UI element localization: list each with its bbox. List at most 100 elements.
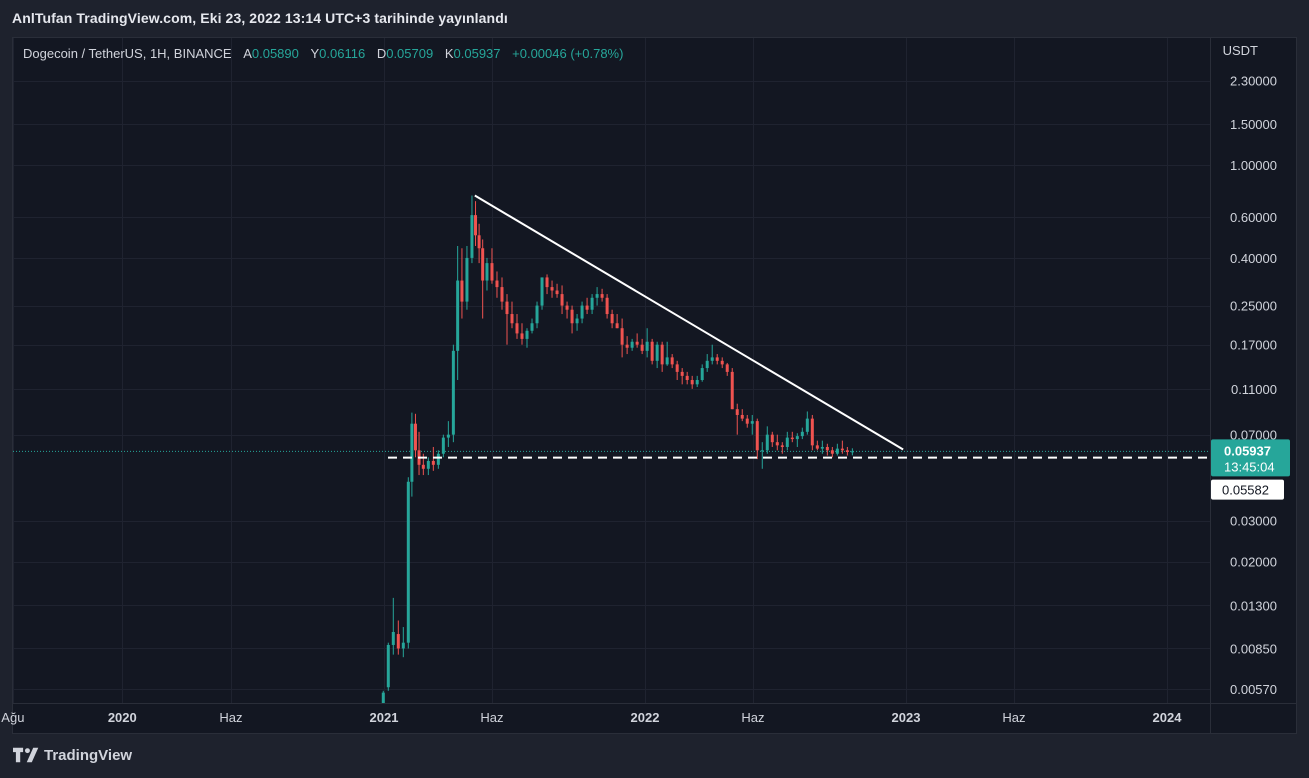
candle-body — [735, 409, 739, 415]
tradingview-brand-label: TradingView — [44, 746, 133, 764]
candle — [530, 318, 534, 334]
candle — [470, 195, 474, 264]
candle — [406, 477, 410, 649]
candle — [413, 413, 417, 458]
current-price-tag-bg — [1211, 439, 1290, 477]
candle-body — [765, 434, 769, 451]
candle-body — [820, 446, 824, 449]
candle-body — [474, 215, 478, 236]
candle-body — [785, 437, 789, 447]
candle-body — [485, 263, 489, 281]
candle — [535, 301, 539, 329]
candle — [740, 409, 744, 422]
candle — [660, 341, 664, 372]
candle-body — [530, 323, 534, 331]
price-tick-label: 1.00000 — [1230, 158, 1277, 173]
candle-body — [700, 368, 704, 381]
candle-body — [740, 414, 744, 419]
candle — [800, 427, 804, 440]
price-tick-label: 0.60000 — [1230, 210, 1277, 225]
candle-body — [760, 450, 764, 452]
candle — [580, 301, 584, 324]
candle — [645, 328, 649, 358]
candle — [680, 368, 684, 385]
candles — [257, 195, 854, 754]
tradingview-brand[interactable]: TradingView — [13, 746, 132, 764]
candle — [595, 287, 599, 306]
candle-body — [406, 481, 410, 643]
candle-body — [550, 287, 554, 291]
candle — [570, 305, 574, 334]
candle-body — [615, 323, 619, 329]
candle — [785, 431, 789, 451]
plot-area — [13, 194, 1210, 754]
candle — [755, 418, 759, 460]
candle — [410, 412, 414, 497]
candle — [700, 364, 704, 382]
candle-body — [481, 248, 485, 281]
candle-body — [780, 445, 784, 447]
candle-body — [830, 450, 834, 454]
candle — [525, 328, 529, 348]
current-price-tag-value: 0.05937 — [1224, 443, 1271, 458]
candle — [790, 431, 794, 443]
candle — [510, 301, 514, 329]
candle — [695, 375, 699, 388]
candle — [735, 403, 739, 435]
candle — [417, 431, 421, 476]
candle — [460, 248, 464, 319]
candle — [485, 257, 489, 291]
candle-body — [625, 344, 629, 348]
candle — [391, 597, 395, 655]
candle-body — [620, 328, 624, 345]
candle — [830, 446, 834, 458]
candle-body — [441, 437, 445, 454]
candle-body — [575, 318, 579, 324]
symbol-title[interactable]: Dogecoin / TetherUS, 1H, BINANCE — [23, 46, 232, 61]
candle-body — [605, 297, 609, 315]
price-tick-label: 0.02000 — [1230, 555, 1277, 570]
candle — [805, 411, 809, 435]
candle-body — [655, 344, 659, 361]
candle — [850, 448, 854, 456]
symbol-legend: Dogecoin / TetherUS, 1H, BINANCE A0.0589… — [23, 46, 623, 61]
candle-body — [381, 692, 385, 703]
candle-body — [845, 450, 849, 453]
candle-body — [505, 301, 509, 315]
candle — [257, 738, 260, 754]
high-value: 0.06116 — [319, 46, 366, 61]
candle — [840, 440, 844, 454]
candle — [640, 338, 644, 355]
price-tick-label: 0.17000 — [1230, 338, 1277, 353]
price-tick-label: 0.03000 — [1230, 514, 1277, 529]
candle — [710, 344, 714, 365]
price-tick-label: 2.30000 — [1230, 74, 1277, 89]
candle — [630, 338, 634, 351]
candle — [835, 443, 839, 456]
candle-body — [640, 344, 644, 351]
candle-body — [730, 371, 734, 410]
high-label: Y — [310, 46, 320, 61]
price-tick-label: 0.00570 — [1230, 682, 1277, 697]
candle — [665, 341, 669, 366]
time-tick-label: 2022 — [631, 710, 660, 725]
descending-trendline — [474, 194, 904, 451]
candle — [441, 434, 445, 458]
candle-body — [680, 371, 684, 376]
candle — [401, 627, 405, 658]
candle-body — [477, 235, 481, 249]
candle — [795, 433, 799, 447]
candle-body — [257, 741, 260, 750]
chart-frame[interactable] — [12, 37, 1297, 734]
candle — [545, 274, 549, 295]
open-label: A — [243, 46, 252, 61]
low-value: 0.05709 — [386, 46, 434, 61]
candle-body — [840, 448, 844, 451]
candle-body — [815, 445, 819, 449]
candle — [495, 271, 499, 298]
candle-body — [790, 437, 794, 440]
candle-body — [835, 448, 839, 454]
candle-body — [825, 446, 829, 451]
